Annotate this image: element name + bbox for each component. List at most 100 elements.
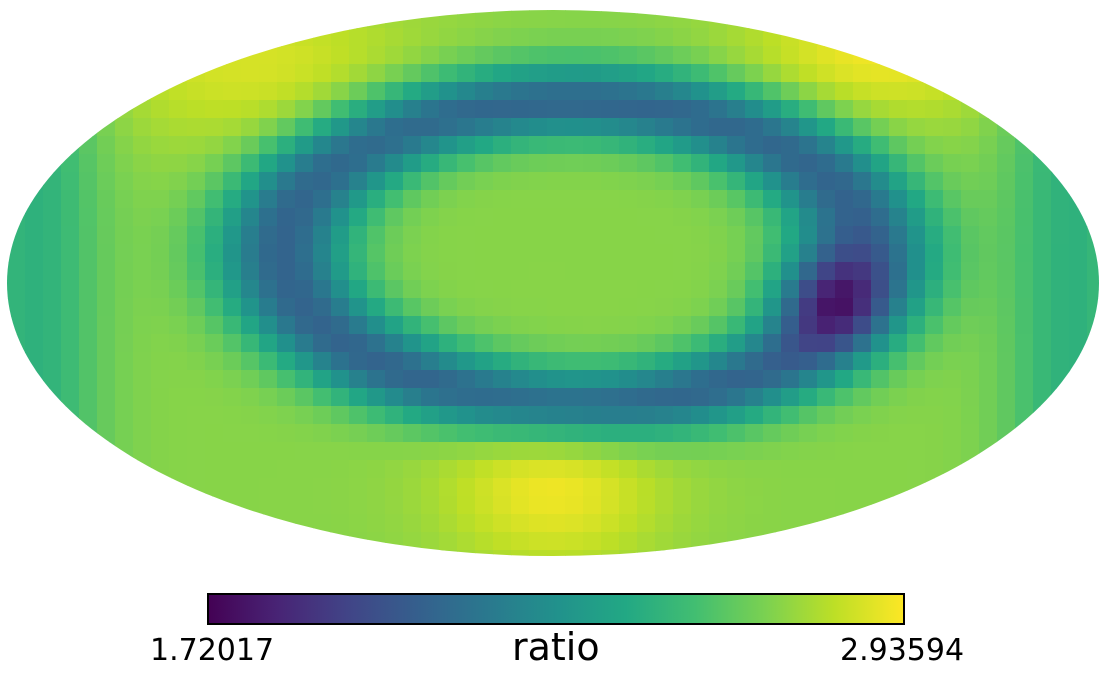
map-pixel: [871, 64, 890, 83]
map-pixel: [1015, 226, 1034, 245]
map-pixel: [259, 514, 278, 533]
map-pixel: [313, 280, 332, 299]
map-pixel: [439, 352, 458, 371]
map-pixel: [349, 388, 368, 407]
map-pixel: [907, 226, 926, 245]
map-pixel: [961, 244, 980, 263]
map-pixel: [709, 550, 728, 556]
map-pixel: [637, 10, 656, 29]
map-pixel: [1087, 298, 1099, 317]
map-pixel: [961, 316, 980, 335]
map-pixel: [601, 280, 620, 299]
map-pixel: [421, 280, 440, 299]
map-pixel: [799, 460, 818, 479]
map-pixel: [295, 82, 314, 101]
map-pixel: [403, 82, 422, 101]
map-pixel: [295, 298, 314, 317]
map-pixel: [349, 172, 368, 191]
map-pixel: [745, 244, 764, 263]
map-pixel: [745, 172, 764, 191]
map-pixel: [619, 208, 638, 227]
map-pixel: [565, 424, 584, 443]
map-pixel: [907, 64, 926, 83]
map-pixel: [781, 496, 800, 515]
map-pixel: [889, 154, 908, 173]
map-pixel: [709, 226, 728, 245]
map-pixel: [763, 262, 782, 281]
map-pixel: [853, 514, 872, 533]
map-pixel: [97, 280, 116, 299]
map-pixel: [1015, 406, 1034, 425]
map-pixel: [439, 136, 458, 155]
map-pixel: [925, 496, 944, 515]
map-pixel: [763, 280, 782, 299]
map-pixel: [565, 46, 584, 65]
map-pixel: [709, 496, 728, 515]
map-pixel: [727, 244, 746, 263]
map-pixel: [835, 514, 854, 533]
map-pixel: [403, 190, 422, 209]
map-pixel: [511, 82, 530, 101]
map-pixel: [601, 352, 620, 371]
map-pixel: [583, 280, 602, 299]
map-pixel: [1087, 370, 1099, 389]
map-pixel: [889, 262, 908, 281]
map-pixel: [169, 478, 188, 497]
map-pixel: [853, 244, 872, 263]
map-pixel: [439, 208, 458, 227]
map-pixel: [295, 316, 314, 335]
map-pixel: [907, 136, 926, 155]
map-pixel: [241, 406, 260, 425]
map-pixel: [511, 352, 530, 371]
map-pixel: [547, 550, 566, 556]
map-pixel: [727, 154, 746, 173]
map-pixel: [763, 496, 782, 515]
map-pixel: [943, 442, 962, 461]
map-pixel: [133, 406, 152, 425]
map-pixel: [925, 172, 944, 191]
map-pixel: [547, 370, 566, 389]
map-pixel: [907, 298, 926, 317]
map-pixel: [925, 370, 944, 389]
map-pixel: [619, 460, 638, 479]
map-pixel: [169, 442, 188, 461]
map-pixel: [799, 208, 818, 227]
map-pixel: [403, 334, 422, 353]
map-pixel: [799, 352, 818, 371]
map-pixel: [169, 64, 188, 83]
map-pixel: [565, 154, 584, 173]
map-pixel: [457, 118, 476, 137]
map-pixel: [907, 334, 926, 353]
map-pixel: [673, 442, 692, 461]
map-pixel: [529, 262, 548, 281]
map-pixel: [979, 190, 998, 209]
map-pixel: [529, 460, 548, 479]
map-pixel: [367, 244, 386, 263]
colorbar-min-label: 1.72017: [150, 633, 275, 668]
map-pixel: [835, 82, 854, 101]
map-pixel: [205, 352, 224, 371]
map-pixel: [601, 424, 620, 443]
map-pixel: [691, 496, 710, 515]
map-pixel: [457, 496, 476, 515]
map-pixel: [547, 460, 566, 479]
map-pixel: [277, 316, 296, 335]
map-pixel: [133, 352, 152, 371]
map-pixel: [115, 352, 134, 371]
map-pixel: [259, 154, 278, 173]
map-pixel: [1033, 118, 1052, 137]
map-pixel: [637, 406, 656, 425]
map-pixel: [295, 424, 314, 443]
map-pixel: [547, 10, 566, 29]
map-pixel: [349, 190, 368, 209]
map-pixel: [115, 442, 134, 461]
map-pixel: [1051, 244, 1070, 263]
map-pixel: [439, 298, 458, 317]
map-pixel: [1015, 136, 1034, 155]
map-pixel: [421, 244, 440, 263]
map-pixel: [655, 190, 674, 209]
map-pixel: [403, 262, 422, 281]
map-pixel: [61, 226, 80, 245]
map-pixel: [367, 190, 386, 209]
map-pixel: [349, 100, 368, 119]
